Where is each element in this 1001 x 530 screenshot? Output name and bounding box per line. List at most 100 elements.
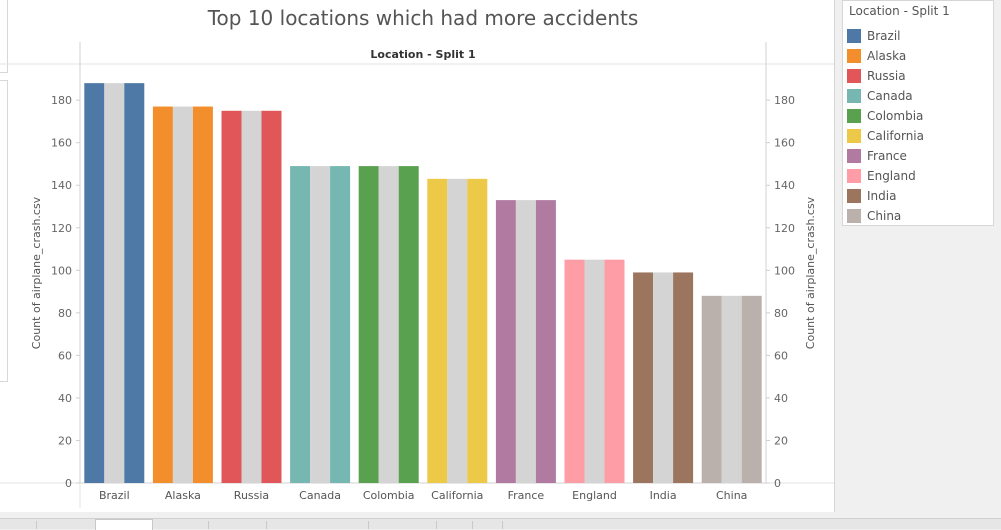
column-header: Location - Split 1 <box>370 48 475 61</box>
sheet-tab[interactable] <box>208 521 209 529</box>
bar <box>427 178 448 484</box>
x-tick-label: Alaska <box>165 489 201 502</box>
y-tick-label: 0 <box>65 477 72 490</box>
sheet-tab-bar <box>0 518 1001 530</box>
left-panel-edge <box>0 80 8 382</box>
sheet-tab[interactable] <box>368 521 369 529</box>
legend-swatch <box>847 189 861 203</box>
legend-swatch <box>847 29 861 43</box>
x-tick-label: England <box>572 489 617 502</box>
legend-label: Colombia <box>867 109 924 123</box>
bar-dual-axis <box>104 83 125 483</box>
legend-label: Alaska <box>867 49 907 63</box>
bar <box>535 200 556 483</box>
legend-item[interactable]: California <box>847 127 924 145</box>
bar-dual-axis <box>721 295 742 483</box>
y-tick-label: 120 <box>51 222 72 235</box>
y-axis-title: Count of airplane_crash.csv <box>30 196 43 349</box>
bar-dual-axis <box>653 272 674 483</box>
bar <box>398 166 419 483</box>
bar <box>467 178 488 484</box>
bar <box>701 295 722 483</box>
sheet-tab[interactable] <box>36 521 37 529</box>
legend-title: Location - Split 1 <box>849 4 950 18</box>
legend-item[interactable]: Canada <box>847 87 913 105</box>
y-tick-label-right: 120 <box>774 222 795 235</box>
y-tick-label-right: 100 <box>774 264 795 277</box>
x-tick-label: Brazil <box>99 489 130 502</box>
y-tick-label-right: 140 <box>774 179 795 192</box>
legend-swatch <box>847 69 861 83</box>
bar <box>192 106 213 483</box>
legend-label: California <box>867 129 924 143</box>
legend-label: Canada <box>867 89 913 103</box>
y-tick-label: 60 <box>58 349 72 362</box>
x-tick-label: Colombia <box>363 489 415 502</box>
x-tick-label: Russia <box>234 489 269 502</box>
legend-label: India <box>867 189 897 203</box>
sheet-tab-active[interactable] <box>95 519 153 530</box>
legend-item[interactable]: Russia <box>847 67 906 85</box>
y-tick-label: 160 <box>51 137 72 150</box>
legend-item[interactable]: France <box>847 147 907 165</box>
legend-item[interactable]: Colombia <box>847 107 923 125</box>
legend-item[interactable]: China <box>847 207 901 225</box>
y-tick-label-right: 160 <box>774 137 795 150</box>
legend-item[interactable]: India <box>847 187 896 205</box>
bar <box>633 272 654 483</box>
bar <box>358 166 379 483</box>
y-tick-label-right: 180 <box>774 94 795 107</box>
legend-item[interactable]: Alaska <box>847 47 906 65</box>
chart-title: Top 10 locations which had more accident… <box>207 6 639 30</box>
bar <box>221 110 242 484</box>
bar-dual-axis <box>515 200 536 483</box>
bar <box>673 272 694 483</box>
sheet-tab[interactable] <box>472 521 473 529</box>
y-tick-label-right: 60 <box>774 349 788 362</box>
sheet-tab[interactable] <box>266 521 267 529</box>
legend-label: Brazil <box>867 29 901 43</box>
bar <box>495 200 516 483</box>
x-tick-label: India <box>650 489 677 502</box>
legend-label: England <box>867 169 916 183</box>
bar <box>564 259 585 483</box>
y-tick-label: 40 <box>58 392 72 405</box>
sheet-tab[interactable] <box>502 521 503 529</box>
legend-label: France <box>867 149 907 163</box>
legend-swatch <box>847 89 861 103</box>
x-tick-label: France <box>508 489 545 502</box>
legend-swatch <box>847 109 861 123</box>
bar-dual-axis <box>584 259 605 483</box>
bar-chart: Location - Split 1 0 0 20 20 40 40 60 60 80 80 100 1… <box>0 42 834 508</box>
x-tick-label: China <box>716 489 747 502</box>
sheet-tab[interactable] <box>436 521 437 529</box>
bar <box>290 166 311 483</box>
bar-dual-axis <box>447 178 468 484</box>
bar <box>604 259 625 483</box>
legend-swatch <box>847 49 861 63</box>
x-tick-label: California <box>431 489 483 502</box>
bar-dual-axis <box>241 110 262 484</box>
bar-dual-axis <box>378 166 399 483</box>
legend-swatch <box>847 169 861 183</box>
bar <box>330 166 351 483</box>
legend-swatch <box>847 209 861 223</box>
y-tick-label: 180 <box>51 94 72 107</box>
y-tick-label-right: 20 <box>774 434 788 447</box>
bar <box>261 110 282 484</box>
y-tick-label: 80 <box>58 307 72 320</box>
legend-swatch <box>847 129 861 143</box>
y-tick-label-right: 80 <box>774 307 788 320</box>
color-legend[interactable]: Location - Split 1 Brazil Alaska Russia Can… <box>842 0 994 226</box>
y-axis-title-right: Count of airplane_crash.csv <box>804 196 817 349</box>
left-panel-edge <box>0 0 8 73</box>
bar-dual-axis <box>310 166 331 483</box>
y-tick-label-right: 40 <box>774 392 788 405</box>
legend-item[interactable]: Brazil <box>847 27 901 45</box>
legend-item[interactable]: England <box>847 167 916 185</box>
y-tick-label: 20 <box>58 434 72 447</box>
legend-label: Russia <box>867 69 906 83</box>
y-tick-label: 140 <box>51 179 72 192</box>
y-tick-label: 100 <box>51 264 72 277</box>
bar <box>741 295 762 483</box>
